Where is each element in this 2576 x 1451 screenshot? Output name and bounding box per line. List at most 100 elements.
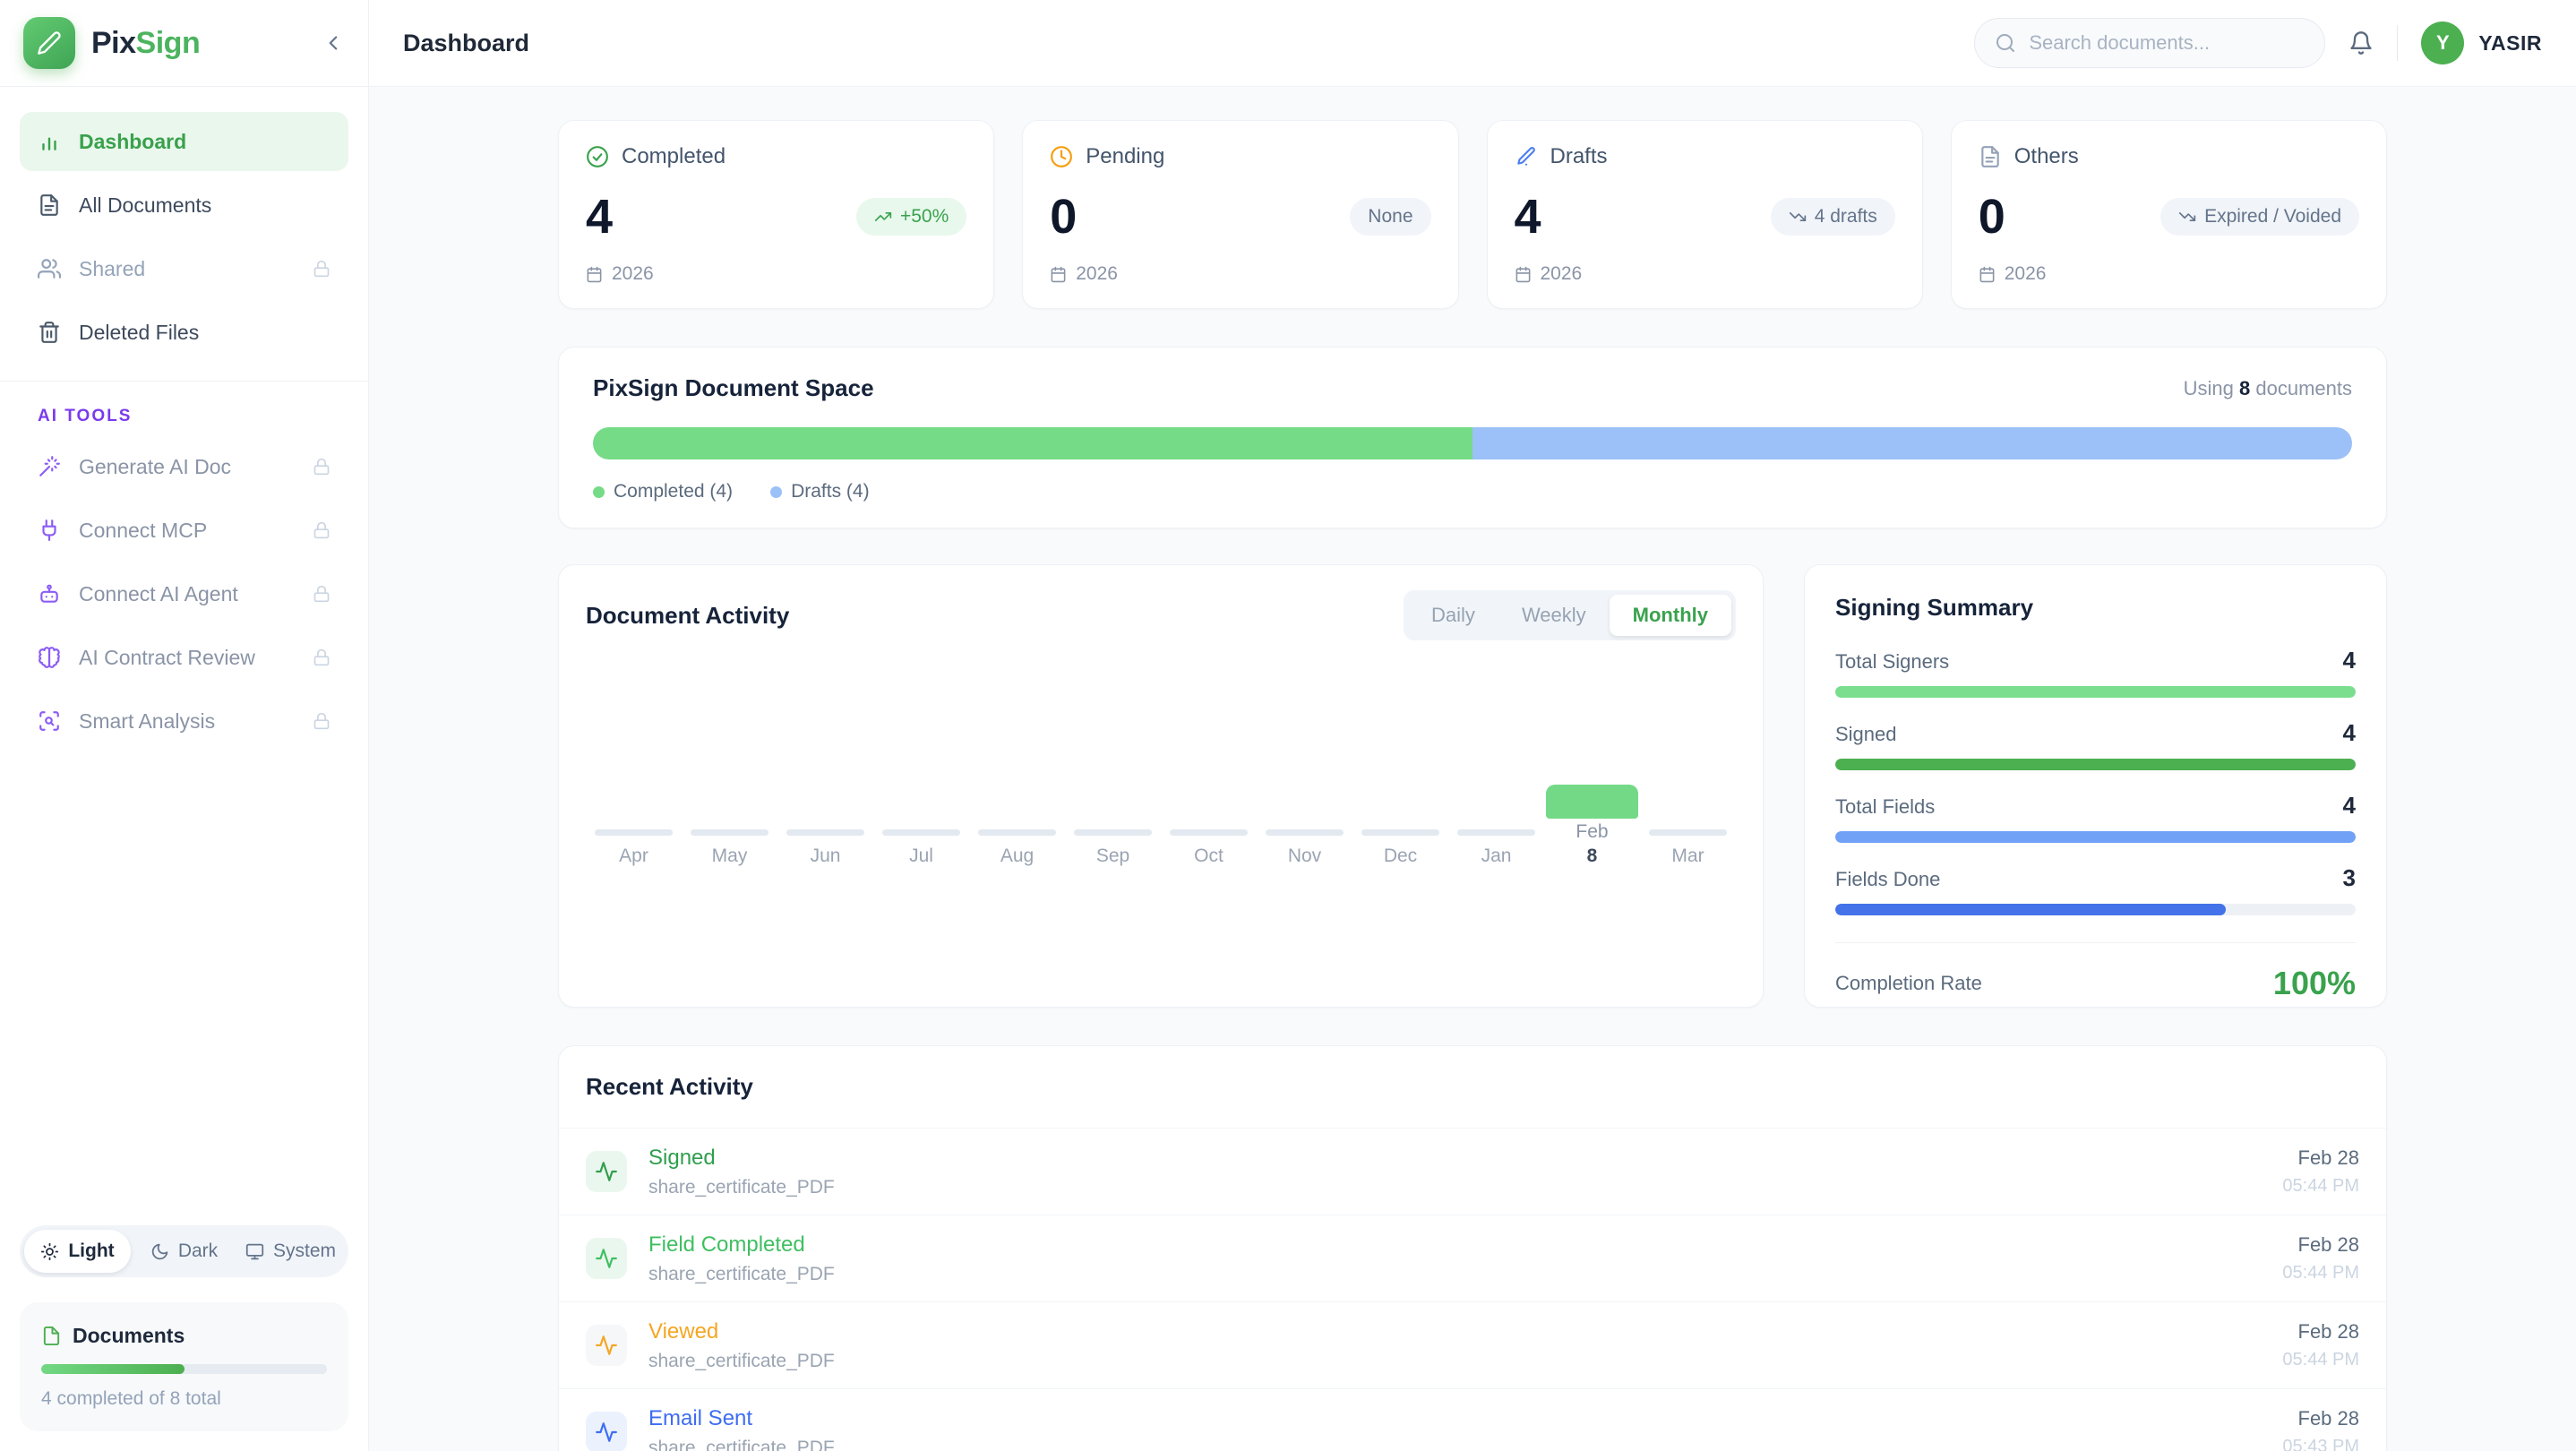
chart-column-aug: Aug xyxy=(969,819,1065,874)
bar-chart-icon xyxy=(38,130,61,153)
chart-column-sep: Sep xyxy=(1065,819,1161,874)
usage-caption: 4 completed of 8 total xyxy=(41,1388,221,1409)
stat-badge: Expired / Voided xyxy=(2160,197,2359,236)
sidebar-divider xyxy=(0,381,368,382)
trending-down-icon xyxy=(1789,208,1807,226)
legend-label: Completed (4) xyxy=(614,481,734,502)
legend-label: Drafts (4) xyxy=(791,481,870,502)
chart-baseline-stub xyxy=(1073,829,1153,836)
sidebar-item-generate-ai-doc[interactable]: Generate AI Doc xyxy=(20,437,348,496)
stat-badge: +50% xyxy=(855,197,967,236)
stat-value: 4 xyxy=(586,189,614,244)
tab-weekly[interactable]: Weekly xyxy=(1521,604,1586,626)
stat-label: Completed xyxy=(622,144,726,168)
user-menu[interactable]: Y YASIR xyxy=(2421,21,2542,64)
lock-icon xyxy=(313,458,331,476)
chart-month-label: Sep xyxy=(1095,846,1130,866)
sidebar-item-all-documents[interactable]: All Documents xyxy=(20,176,348,235)
theme-dark-button[interactable]: Dark xyxy=(131,1230,237,1273)
sidebar-item-ai-contract-review[interactable]: AI Contract Review xyxy=(20,628,348,687)
activity-pulse-icon xyxy=(586,1412,627,1451)
summary-row-label: Total Signers xyxy=(1835,650,1950,673)
stat-badge-label: Expired / Voided xyxy=(2204,205,2341,227)
sidebar-item-label: Smart Analysis xyxy=(79,708,216,733)
stats-row: Completed 4 +50% xyxy=(558,120,2387,309)
activity-row-viewed[interactable]: Viewed share_certificate_PDF Feb 28 05:4… xyxy=(559,1301,2386,1388)
ai-tools-section-label: AI TOOLS xyxy=(38,407,133,425)
sidebar-item-dashboard[interactable]: Dashboard xyxy=(20,112,348,171)
page-title: Dashboard xyxy=(403,29,530,56)
activity-bar-chart: Apr May Jun Jul xyxy=(586,722,1736,874)
clock-icon xyxy=(1050,145,1073,168)
sidebar-item-deleted-files[interactable]: Deleted Files xyxy=(20,303,348,362)
theme-light-button[interactable]: Light xyxy=(24,1230,131,1273)
stat-value: 0 xyxy=(1050,189,1078,244)
summary-row-total-signers: Total Signers 4 xyxy=(1835,647,2356,698)
usage-progress-track xyxy=(41,1364,327,1374)
calendar-icon xyxy=(1515,266,1532,283)
activity-pulse-icon xyxy=(586,1325,627,1366)
stat-badge: 4 drafts xyxy=(1770,197,1895,236)
ai-tools-nav: Generate AI Doc Connect MCP Connect AI A… xyxy=(20,437,348,755)
summary-row-label: Total Fields xyxy=(1835,795,1936,818)
stat-label: Others xyxy=(2014,144,2079,168)
stat-year: 2026 xyxy=(1540,263,1583,284)
chart-month-label: Jul xyxy=(909,846,933,866)
pencil-icon xyxy=(37,30,62,56)
stat-card-completed: Completed 4 +50% xyxy=(558,120,995,309)
stat-year: 2026 xyxy=(1076,263,1118,284)
sidebar: PixSign Dashboard All Documents Shared xyxy=(0,0,369,1451)
summary-row-value: 4 xyxy=(2342,719,2356,746)
chart-month-label: Dec xyxy=(1383,846,1418,866)
sidebar-item-smart-analysis[interactable]: Smart Analysis xyxy=(20,691,348,751)
stat-value: 0 xyxy=(1978,189,2005,244)
activity-action: Signed xyxy=(648,1145,716,1170)
activity-pulse-icon xyxy=(586,1151,627,1192)
activity-row-email-sent[interactable]: Email Sent share_certificate_PDF Feb 28 … xyxy=(559,1388,2386,1451)
stat-card-drafts: Drafts 4 4 drafts xyxy=(1486,120,1923,309)
lock-icon xyxy=(313,260,331,278)
signing-summary-title: Signing Summary xyxy=(1835,594,2034,621)
robot-icon xyxy=(38,582,61,605)
chevron-left-icon xyxy=(322,31,345,55)
chart-column-dec: Dec xyxy=(1352,819,1448,874)
tab-daily[interactable]: Daily xyxy=(1431,604,1475,626)
activity-time: 05:44 PM xyxy=(2282,1350,2359,1369)
document-space-usage: Using 8 documents xyxy=(2184,377,2352,400)
document-space-bar xyxy=(593,427,2352,459)
usage-suffix: documents xyxy=(2255,376,2352,399)
activity-row-field-completed[interactable]: Field Completed share_certificate_PDF Fe… xyxy=(559,1215,2386,1301)
summary-row-label: Fields Done xyxy=(1835,868,1941,890)
moon-icon xyxy=(150,1242,169,1261)
sidebar-item-label: All Documents xyxy=(79,193,212,217)
activity-range-tabs: Daily Weekly Monthly xyxy=(1404,590,1736,640)
tab-monthly[interactable]: Monthly xyxy=(1609,595,1731,636)
search-input[interactable] xyxy=(2029,31,2306,55)
lock-icon xyxy=(313,712,331,730)
sidebar-collapse-button[interactable] xyxy=(322,31,345,55)
stat-label: Drafts xyxy=(1550,144,1608,168)
chart-column-mar: Mar xyxy=(1640,819,1736,874)
chart-month-label: Mar xyxy=(1671,846,1704,866)
user-name: YASIR xyxy=(2478,30,2542,55)
stat-badge-label: None xyxy=(1368,205,1413,227)
completion-rate-label: Completion Rate xyxy=(1835,972,1982,994)
file-text-icon xyxy=(1979,145,2002,168)
sidebar-item-shared[interactable]: Shared xyxy=(20,239,348,298)
trending-down-icon xyxy=(2178,208,2196,226)
summary-progress-track xyxy=(1835,831,2356,843)
notifications-button[interactable] xyxy=(2348,30,2374,56)
theme-dark-label: Dark xyxy=(177,1241,219,1261)
plug-icon xyxy=(38,519,61,542)
space-segment-completed xyxy=(593,427,1473,459)
document-space-card: PixSign Document Space Using 8 documents… xyxy=(558,347,2387,528)
theme-system-button[interactable]: System xyxy=(237,1230,344,1273)
users-icon xyxy=(38,257,61,280)
sun-icon xyxy=(40,1242,59,1261)
completion-rate-row: Completion Rate 100% xyxy=(1835,965,2356,1002)
activity-row-signed[interactable]: Signed share_certificate_PDF Feb 28 05:4… xyxy=(559,1128,2386,1215)
sidebar-item-connect-mcp[interactable]: Connect MCP xyxy=(20,501,348,560)
monitor-icon xyxy=(245,1242,264,1261)
sidebar-item-connect-ai-agent[interactable]: Connect AI Agent xyxy=(20,564,348,623)
summary-row-label: Signed xyxy=(1835,723,1897,745)
